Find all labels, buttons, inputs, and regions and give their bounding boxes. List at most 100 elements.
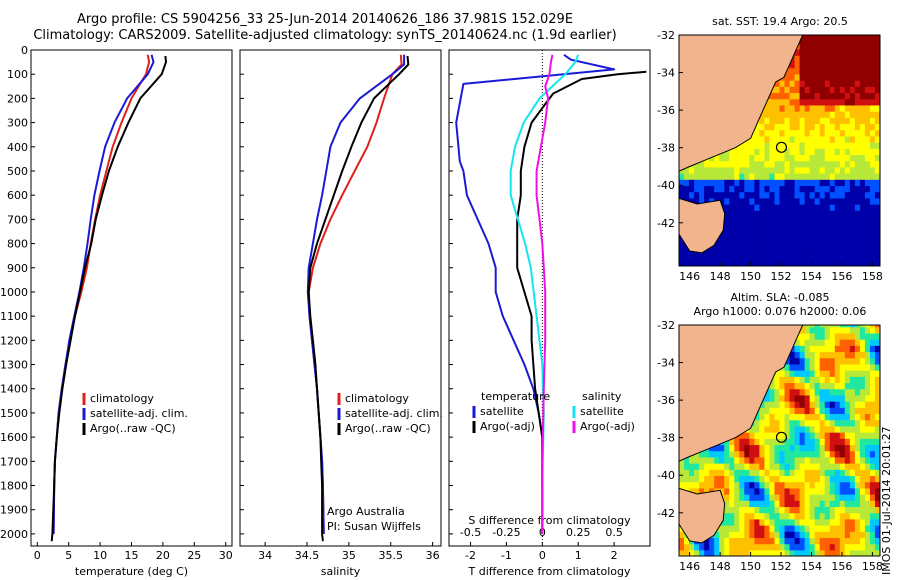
x-tick-label: 0 [34,549,41,562]
depth-tick-label: 300 [7,117,28,130]
panel-salinity: 34 34.5 35 35.5 36 salinity climatology satelli… [239,49,443,578]
difference-line-3 [535,54,554,534]
lon-tick-label: 148 [710,270,731,283]
lat-tick-label: -32 [657,29,675,42]
sst-map-frame [678,34,881,267]
x-tick-label: 0 [539,549,546,562]
x-tick-label: 20 [156,549,170,562]
depth-tick-label: 200 [7,92,28,105]
diff-sal-legend-1-label: Argo(-adj) [580,420,635,433]
panel-temperature: 0100200300400500600700800900100011001200… [0,44,233,578]
lon-tick-label: 146 [679,560,700,573]
temperature-legend-0-label: climatology [90,392,154,405]
depth-tick-label: 2000 [0,528,28,541]
depth-tick-label: 1800 [0,480,28,493]
lat-tick-label: -40 [657,469,675,482]
sla-map-frame [678,324,881,557]
depth-tick-label: 1000 [0,286,28,299]
x-tick-label: 34 [258,549,272,562]
lon-tick-label: 154 [801,270,822,283]
depth-tick-label: 400 [7,141,28,154]
salinity-diff-tick-label: -0.5 [460,526,481,539]
salinity-diff-tick-label: 0.5 [605,526,623,539]
depth-tick-label: 1400 [0,383,28,396]
salinity-diff-axis-label: S difference from climatology [468,514,631,527]
lon-tick-label: 150 [740,270,761,283]
difference-frame [448,49,651,547]
salinity-legend-1-label: satellite-adj. clim. [345,407,443,420]
sla-map-mainland [679,325,804,556]
temperature-legend-2-label: Argo(..raw -QC) [90,422,176,435]
salinity-legend-0-label: climatology [345,392,409,405]
lat-tick-label: -42 [657,217,675,230]
x-axis-label: temperature (deg C) [75,565,188,578]
lon-tick-label: 148 [710,560,731,573]
depth-tick-label: 500 [7,165,28,178]
lon-tick-label: 150 [740,560,761,573]
figure-title-line2: Climatology: CARS2009. Satellite-adjuste… [33,28,617,43]
depth-tick-label: 800 [7,238,28,251]
sla-map: 146 148 150 152 154 156 158 -32 -34 -36 -38 -40 -42 [657,319,883,573]
depth-tick-label: 0 [21,44,28,57]
sst-map: 146 148 150 152 154 156 158 -32 -34 -36 -38 -40 -42 [657,29,883,283]
salinity-diff-tick-label: -0.25 [492,526,520,539]
lat-tick-label: -38 [657,432,675,445]
salinity-frame [239,49,442,547]
lat-tick-label: -36 [657,394,675,407]
x-tick-label: -1 [501,549,512,562]
sla-map-title-line1: Altim. SLA: -0.085 [730,291,829,304]
lon-tick-label: 156 [831,270,852,283]
x-tick-label: 15 [125,549,139,562]
lat-tick-label: -34 [657,67,675,80]
lon-tick-label: 158 [862,560,883,573]
salinity-diff-tick-label: 0.25 [566,526,591,539]
diff-sal-legend-0-label: satellite [580,405,624,418]
x-tick-label: 30 [219,549,233,562]
sla-map-title-line2: Argo h1000: 0.076 h2000: 0.06 [694,305,867,318]
panel-difference: -2 -1 0 1 2 T difference from climatology -0.5… [448,49,651,578]
depth-tick-label: 1300 [0,359,28,372]
x-tick-label: 2 [611,549,618,562]
x-tick-label: 36 [426,549,440,562]
lon-tick-label: 152 [771,560,792,573]
lon-tick-label: 158 [862,270,883,283]
x-tick-label: 1 [575,549,582,562]
salinity-line-2 [307,55,410,542]
x-tick-label: 35 [342,549,356,562]
x-tick-label: 35.5 [379,549,404,562]
figure-title-line1: Argo profile: CS 5904256_33 25-Jun-2014 … [76,12,574,27]
sst-map-mainland [679,35,804,266]
diff-temp-legend-1-label: Argo(-adj) [480,420,535,433]
salinity-legend-title: salinity [582,390,622,403]
temperature-line-2 [50,55,167,542]
x-tick-label: -2 [465,549,476,562]
depth-tick-label: 1900 [0,504,28,517]
lat-tick-label: -38 [657,142,675,155]
imos-timestamp: IMOS 01-Jul-2014 20:01:27 [880,426,893,575]
depth-tick-label: 1500 [0,407,28,420]
x-tick-label: 34.5 [295,549,320,562]
depth-tick-label: 900 [7,262,28,275]
depth-tick-label: 1200 [0,334,28,347]
depth-tick-label: 1700 [0,455,28,468]
depth-tick-label: 600 [7,189,28,202]
lon-tick-label: 154 [801,560,822,573]
depth-tick-label: 1100 [0,310,28,323]
x-tick-label: 5 [65,549,72,562]
x-axis-label: salinity [321,565,361,578]
depth-tick-label: 700 [7,213,28,226]
lat-tick-label: -34 [657,357,675,370]
lon-tick-label: 156 [831,560,852,573]
temperature-frame [30,49,233,547]
depth-tick-label: 1600 [0,431,28,444]
temperature-legend-title: temperature [481,390,550,403]
x-tick-label: 25 [187,549,201,562]
sst-map-tasmania [679,197,726,254]
lat-tick-label: -32 [657,319,675,332]
lat-tick-label: -36 [657,104,675,117]
pi-label: PI: Susan Wijffels [327,520,421,533]
argo-float-marker [775,431,788,443]
x-tick-label: 10 [93,549,107,562]
